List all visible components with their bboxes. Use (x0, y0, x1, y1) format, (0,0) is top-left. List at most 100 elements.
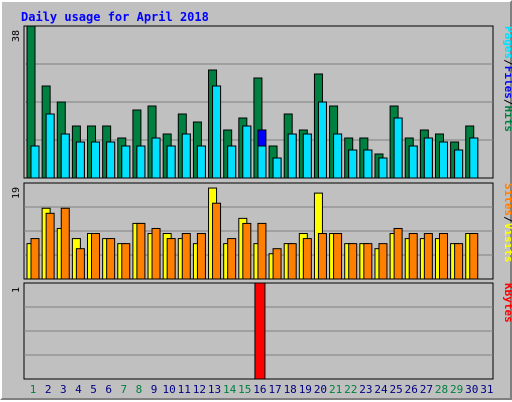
bar-sites-day-6 (106, 238, 116, 280)
day-label-5: 5 (90, 383, 97, 396)
day-label-15: 15 (238, 383, 251, 396)
legend-item: / (502, 59, 512, 66)
legend-item: Visits (502, 223, 512, 263)
day-label-17: 17 (268, 383, 281, 396)
bar-pages-day-10 (166, 145, 176, 179)
bar-pages-day-22 (348, 149, 358, 179)
day-label-21: 21 (329, 383, 342, 396)
y-max-label: 19 (11, 187, 22, 199)
bar-sites-day-9 (151, 227, 161, 280)
bar-sites-day-14 (227, 238, 237, 280)
bar-sites-day-23 (363, 243, 373, 280)
bar-pages-day-11 (181, 133, 191, 179)
day-label-18: 18 (284, 383, 297, 396)
day-label-16: 16 (253, 383, 266, 396)
bar-pages-day-9 (151, 137, 161, 179)
day-label-20: 20 (314, 383, 327, 396)
bar-pages-day-30 (469, 137, 479, 179)
bar-pages-day-19 (302, 133, 312, 179)
bar-sites-day-11 (181, 233, 191, 280)
bar-pages-day-1 (30, 145, 40, 179)
bar-pages-day-25 (393, 117, 403, 179)
bar-pages-day-18 (287, 133, 297, 179)
bar-pages-day-28 (438, 141, 448, 179)
day-label-14: 14 (223, 383, 237, 396)
bar-sites-day-16 (257, 222, 267, 280)
panel-legend: Pages/Files/Hits (502, 26, 512, 132)
bar-sites-day-1 (30, 238, 40, 280)
bar-pages-day-24 (378, 157, 388, 179)
bar-sites-day-7 (121, 243, 131, 280)
legend-item: Sites (502, 183, 512, 216)
day-label-28: 28 (435, 383, 448, 396)
bar-pages-day-17 (272, 157, 282, 179)
day-label-10: 10 (163, 383, 176, 396)
day-label-3: 3 (60, 383, 67, 396)
sites-visits-panel: 19 Sites/Visits (11, 182, 512, 280)
bar-sites-day-15 (242, 222, 252, 280)
bar-pages-day-12 (196, 145, 206, 179)
bar-pages-day-7 (121, 145, 131, 179)
bar-pages-day-29 (454, 149, 464, 179)
bar-pages-day-8 (136, 145, 146, 179)
bar-pages-day-21 (333, 133, 343, 179)
day-label-27: 27 (420, 383, 433, 396)
day-label-11: 11 (178, 383, 191, 396)
day-label-12: 12 (193, 383, 206, 396)
bar-pages-day-14 (227, 145, 237, 179)
day-label-26: 26 (405, 383, 418, 396)
bar-pages-day-4 (75, 141, 85, 179)
legend-item: Pages (502, 26, 512, 59)
bar-pages-day-16 (257, 145, 267, 179)
bar-sites-day-3 (60, 207, 70, 280)
day-label-9: 9 (151, 383, 158, 396)
legend-item: KBytes (502, 283, 512, 323)
day-label-6: 6 (105, 383, 112, 396)
y-max-label: 38 (11, 30, 22, 42)
day-label-4: 4 (75, 383, 82, 396)
day-axis: 1 2 3 4 5 6 7 8 9 10 11 12 13 14 15 16 17 18 19 20 21 22 23 24 2… (30, 383, 494, 396)
day-label-30: 30 (465, 383, 478, 396)
panel-legend: KBytes (502, 283, 512, 323)
bar-sites-day-5 (91, 233, 101, 280)
legend-item: Files (502, 66, 512, 99)
bar-sites-day-12 (196, 233, 206, 280)
bar-sites-day-10 (166, 238, 176, 280)
legend-item: / (502, 99, 512, 106)
kbytes-panel: 1 KBytes (11, 282, 512, 380)
day-label-24: 24 (374, 383, 388, 396)
bar-sites-day-25 (393, 227, 403, 280)
day-label-7: 7 (120, 383, 127, 396)
bar-pages-day-23 (363, 149, 373, 179)
day-label-22: 22 (344, 383, 357, 396)
bar-sites-day-24 (378, 243, 388, 280)
day-label-29: 29 (450, 383, 463, 396)
day-label-31: 31 (480, 383, 493, 396)
legend-item: / (502, 216, 512, 223)
bar-pages-day-6 (106, 141, 116, 179)
bar-pages-day-27 (423, 137, 433, 179)
bar-pages-day-26 (408, 145, 418, 179)
bar-sites-day-2 (45, 212, 55, 280)
bar-sites-day-17 (272, 248, 282, 280)
bar-sites-day-27 (423, 233, 433, 280)
legend-item: Hits (502, 106, 512, 133)
panel-legend: Sites/Visits (502, 183, 512, 263)
bar-sites-day-18 (287, 243, 297, 280)
bar-sites-day-22 (348, 243, 358, 280)
bar-sites-day-28 (438, 233, 448, 280)
bar-sites-day-26 (408, 233, 418, 280)
day-label-2: 2 (45, 383, 52, 396)
bar-sites-day-29 (454, 243, 464, 280)
day-label-19: 19 (299, 383, 312, 396)
day-label-23: 23 (359, 383, 372, 396)
bar-pages-day-20 (317, 101, 327, 179)
bar-sites-day-30 (469, 233, 479, 280)
bar-pages-day-13 (212, 85, 222, 179)
bar-pages-day-2 (45, 113, 55, 179)
bar-sites-day-20 (317, 233, 327, 280)
bar-sites-day-21 (333, 233, 343, 280)
